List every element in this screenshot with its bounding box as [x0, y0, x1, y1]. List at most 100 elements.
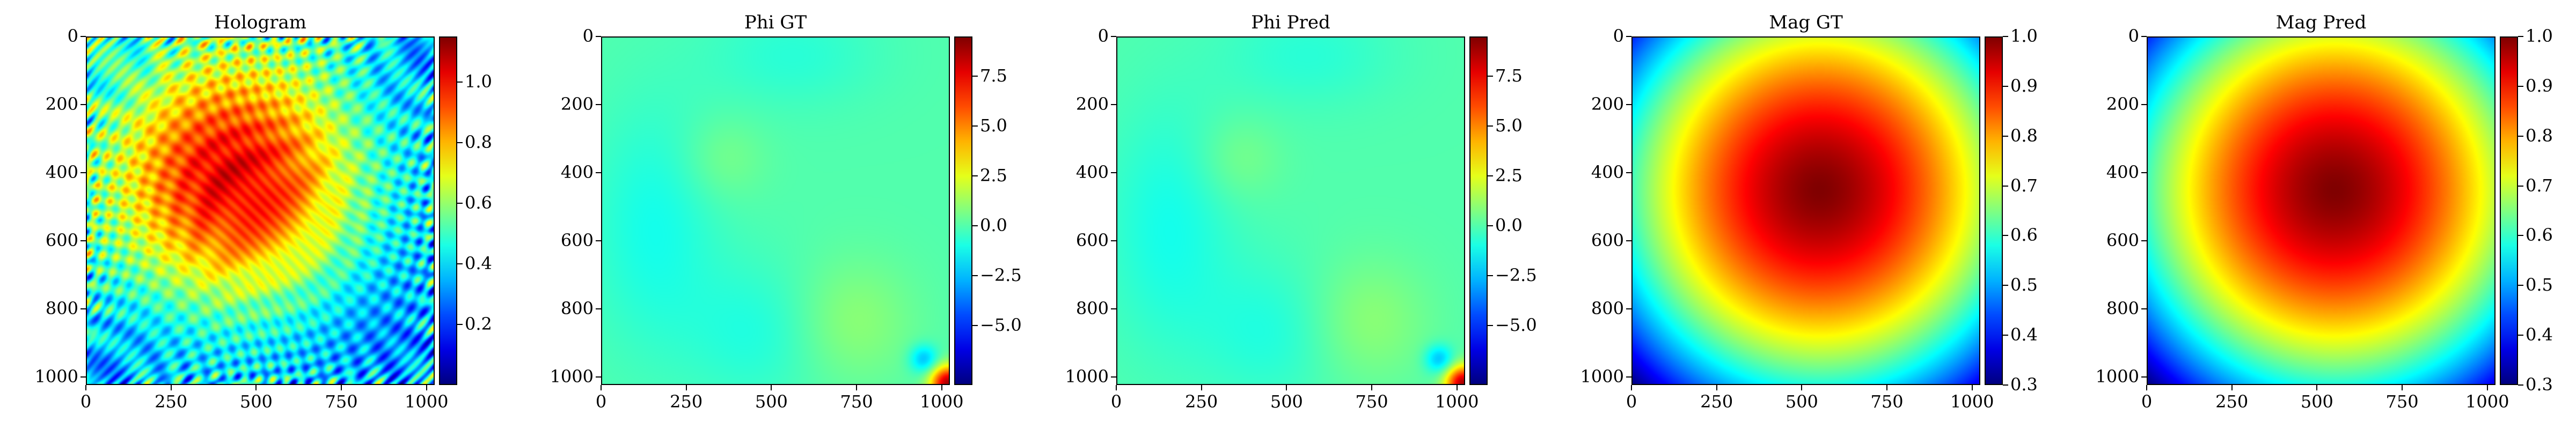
- colorbar-tick-label: −2.5: [1495, 264, 1537, 285]
- y-tick-mark: [596, 36, 601, 37]
- colorbar-tick-label: 0.6: [2010, 225, 2038, 246]
- panel-title: Mag Pred: [2275, 12, 2367, 33]
- colorbar-tick-mark: [2003, 36, 2008, 37]
- y-tick-label: 1000: [2095, 366, 2139, 387]
- x-tick-label: 0: [1110, 391, 1122, 412]
- panel-title: Phi Pred: [1251, 12, 1330, 33]
- heatmap-image: [1633, 38, 1979, 384]
- colorbar-tick-label: 0.5: [2526, 275, 2553, 295]
- colorbar-tick-mark: [2518, 335, 2523, 336]
- y-tick-mark: [80, 36, 86, 37]
- colorbar-tick-mark: [2518, 285, 2523, 286]
- x-tick-mark: [426, 385, 427, 390]
- colorbar-tick-mark: [457, 81, 463, 83]
- y-tick-label: 400: [1075, 161, 1109, 182]
- colorbar-tick-label: 0.6: [465, 192, 492, 213]
- colorbar-tick-mark: [2518, 135, 2523, 137]
- y-tick-label: 200: [1075, 93, 1109, 114]
- y-tick-mark: [596, 376, 601, 378]
- x-tick-label: 750: [1355, 391, 1388, 412]
- colorbar-tick-mark: [972, 225, 978, 226]
- x-tick-label: 0: [80, 391, 92, 412]
- x-tick-mark: [341, 385, 342, 390]
- x-tick-mark: [1716, 385, 1717, 390]
- panel-title: Mag GT: [1769, 12, 1843, 33]
- x-tick-label: 250: [155, 391, 188, 412]
- colorbar-tick-label: 0.7: [2010, 175, 2038, 196]
- x-tick-label: 500: [239, 391, 273, 412]
- y-tick-mark: [80, 240, 86, 241]
- colorbar-tick-label: 2.5: [980, 165, 1007, 186]
- colorbar-tick-mark: [972, 125, 978, 127]
- y-tick-label: 800: [1591, 298, 1624, 319]
- colorbar-tick-label: 0.8: [2010, 125, 2038, 146]
- y-tick-mark: [80, 308, 86, 309]
- colorbar: [1985, 36, 2003, 385]
- y-tick-label: 200: [1591, 93, 1624, 114]
- colorbar-tick-mark: [457, 263, 463, 264]
- y-tick-mark: [80, 376, 86, 378]
- colorbar-tick-mark: [2003, 85, 2008, 87]
- colorbar-tick-label: −5.0: [980, 314, 1022, 335]
- x-tick-label: 500: [755, 391, 788, 412]
- colorbar-tick-mark: [1488, 76, 1493, 77]
- colorbar: [2500, 36, 2518, 385]
- y-tick-label: 800: [560, 298, 594, 319]
- y-tick-label: 0: [582, 26, 594, 46]
- y-tick-mark: [596, 240, 601, 241]
- x-tick-label: 0: [2141, 391, 2153, 412]
- heatmap-axes: [601, 36, 950, 385]
- colorbar-tick-mark: [972, 76, 978, 77]
- colorbar: [954, 36, 972, 385]
- colorbar-tick-label: 0.4: [465, 253, 492, 273]
- colorbar-tick-mark: [2003, 135, 2008, 137]
- x-tick-mark: [1116, 385, 1117, 390]
- y-tick-label: 400: [560, 161, 594, 182]
- x-tick-mark: [685, 385, 687, 390]
- y-tick-label: 600: [560, 230, 594, 250]
- x-tick-mark: [2231, 385, 2233, 390]
- x-tick-mark: [170, 385, 172, 390]
- y-tick-mark: [1626, 308, 1631, 309]
- y-tick-label: 800: [45, 298, 78, 319]
- colorbar-tick-label: 0.6: [2526, 225, 2553, 246]
- y-tick-mark: [1111, 240, 1116, 241]
- colorbar: [1469, 36, 1488, 385]
- y-tick-mark: [1626, 36, 1631, 37]
- colorbar-tick-mark: [2003, 235, 2008, 236]
- y-tick-mark: [2141, 308, 2147, 309]
- colorbar-tick-mark: [457, 142, 463, 143]
- x-tick-mark: [2316, 385, 2318, 390]
- colorbar: [439, 36, 457, 385]
- x-tick-mark: [1886, 385, 1888, 390]
- x-tick-label: 250: [670, 391, 703, 412]
- colorbar-tick-label: 0.4: [2010, 324, 2038, 345]
- y-tick-label: 200: [2106, 93, 2139, 114]
- colorbar-tick-mark: [2518, 36, 2523, 37]
- x-tick-label: 500: [1270, 391, 1303, 412]
- x-tick-label: 500: [1785, 391, 1818, 412]
- y-tick-mark: [1111, 308, 1116, 309]
- x-tick-mark: [85, 385, 86, 390]
- y-tick-label: 600: [2106, 230, 2139, 250]
- colorbar-tick-mark: [1488, 275, 1493, 276]
- colorbar-tick-label: 7.5: [1495, 65, 1523, 86]
- x-tick-label: 750: [2385, 391, 2419, 412]
- y-tick-mark: [1111, 36, 1116, 37]
- panel-title: Hologram: [214, 12, 306, 33]
- y-tick-label: 1000: [550, 366, 594, 387]
- y-tick-label: 600: [1591, 230, 1624, 250]
- y-tick-mark: [2141, 36, 2147, 37]
- y-tick-mark: [1626, 103, 1631, 105]
- y-tick-label: 200: [560, 93, 594, 114]
- heatmap-image: [602, 38, 949, 384]
- x-tick-mark: [1201, 385, 1202, 390]
- y-tick-label: 0: [2128, 26, 2139, 46]
- y-tick-mark: [596, 308, 601, 309]
- y-tick-label: 600: [1075, 230, 1109, 250]
- colorbar-tick-label: 0.2: [465, 313, 492, 334]
- y-tick-mark: [2141, 172, 2147, 173]
- colorbar-tick-mark: [972, 324, 978, 326]
- panel-title: Phi GT: [744, 12, 807, 33]
- colorbar-tick-mark: [2518, 85, 2523, 87]
